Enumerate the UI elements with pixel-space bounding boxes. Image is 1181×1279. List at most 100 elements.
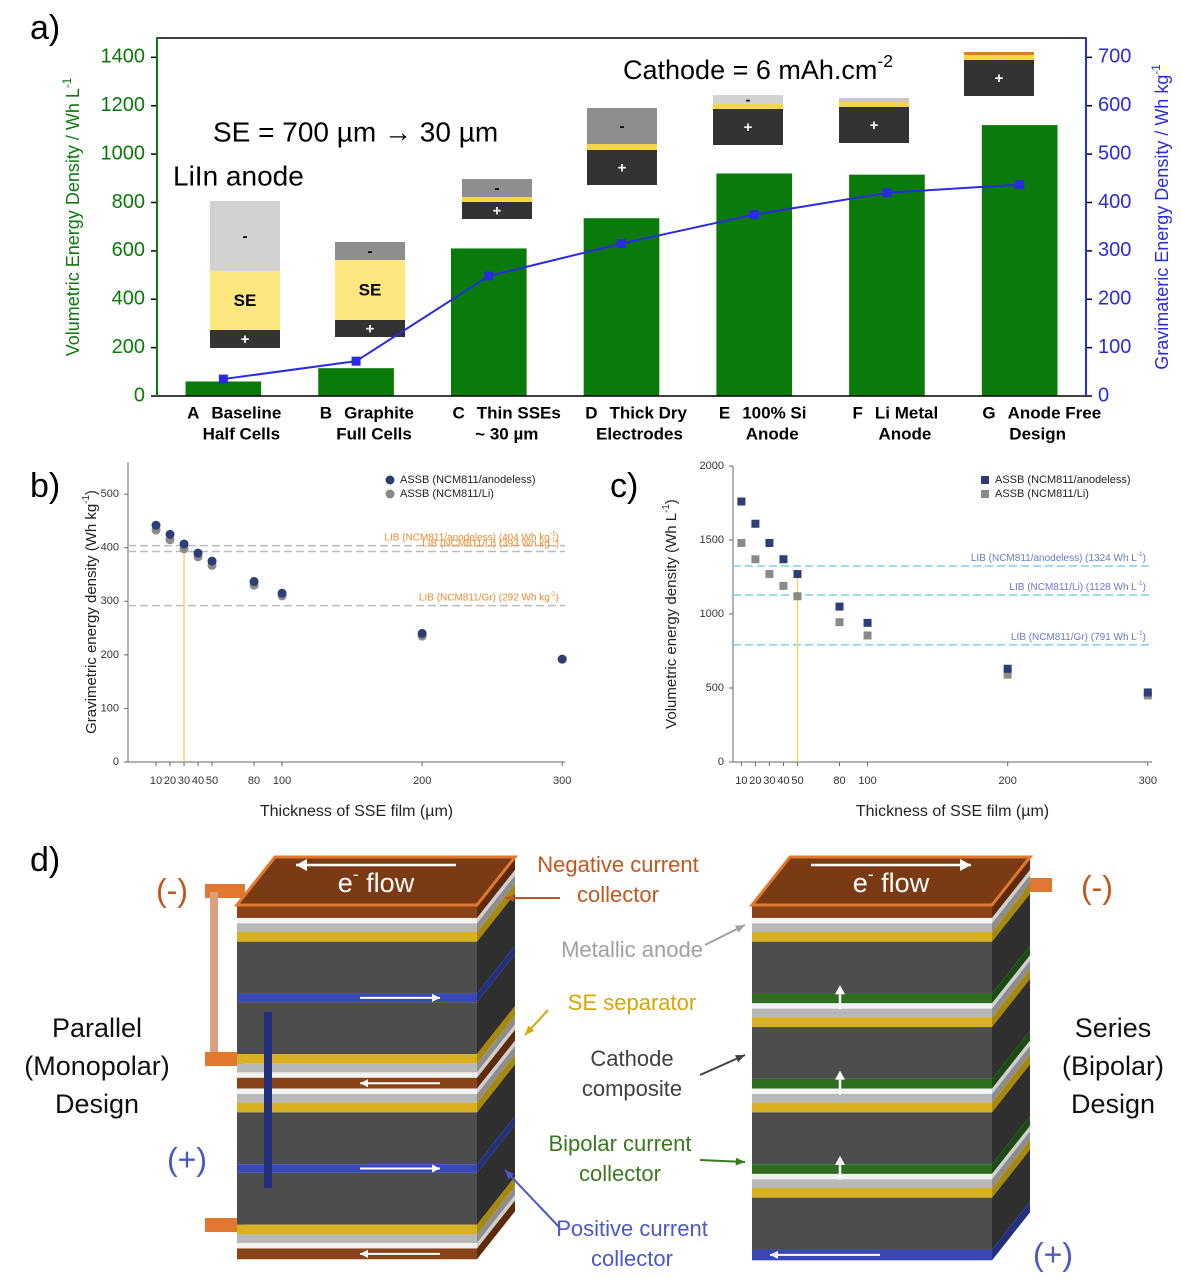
point <box>737 538 746 547</box>
line-marker <box>351 356 361 366</box>
stack-layer-side <box>992 1040 1030 1094</box>
reference-label-part: LIB (NCM811/anodeless) (1324 Wh L <box>971 553 1137 564</box>
y2-tick-label: 700 <box>1098 46 1131 68</box>
stack-layer-side <box>992 1030 1030 1089</box>
callout-arrow <box>504 1169 561 1229</box>
cell-layer <box>462 202 532 219</box>
stack-layer <box>752 1094 992 1103</box>
stack-layer <box>752 1003 992 1009</box>
callout-arrow-head <box>525 1025 535 1035</box>
bar <box>849 174 925 396</box>
reference-label: LIB (NCM811/Gr) (791 Wh L-1) <box>1011 630 1146 642</box>
stack-layer-side <box>992 884 1030 942</box>
flow-arrow-head <box>360 1249 368 1258</box>
y-tick-label: 0 <box>718 756 724 768</box>
point <box>277 588 287 598</box>
x-tick-label: 30 <box>763 775 775 787</box>
line-marker <box>882 188 892 198</box>
x-tick-label: 100 <box>858 775 876 787</box>
stack-layer-side <box>477 1029 515 1089</box>
category-label: Graphite <box>344 403 414 422</box>
legend-label: ASSB (NCM811/anodeless) <box>400 474 536 486</box>
cell-layer <box>964 60 1034 96</box>
cell-layer-label: + <box>618 159 627 176</box>
flow-arrow-head <box>770 1250 778 1259</box>
stack-layer <box>237 1072 477 1078</box>
stack-layer-side <box>992 960 1030 1018</box>
category-label: Anode <box>878 424 931 443</box>
reference-label-part: ) <box>1143 553 1146 564</box>
category-label: Anode <box>746 424 799 443</box>
stack-layer <box>237 1234 477 1244</box>
x-tick-label: 20 <box>749 775 761 787</box>
stack-layer-side <box>992 857 1030 918</box>
cell-layer-label: SE <box>359 280 382 299</box>
stack-layer <box>237 923 477 932</box>
reference-label-part: -1 <box>550 591 556 598</box>
y2-axis-label-part: -1 <box>1150 64 1163 74</box>
line-marker <box>617 239 626 249</box>
y-axis-label-part: Volumetric energy density (Wh L <box>663 513 680 729</box>
line-marker <box>749 210 759 220</box>
reference-label: LIB (NCM811/Li) (393 Wh kg-1) <box>422 537 559 549</box>
y-tick-label: 0 <box>113 756 119 768</box>
category-letter: G <box>982 403 995 422</box>
tab <box>205 1052 245 1066</box>
stack-layer <box>752 1078 992 1089</box>
y2-axis-label: Gravimateric Energy Density / Wh kg-1 <box>1150 64 1172 370</box>
category-label: Design <box>1009 424 1066 443</box>
flow-arrow-head <box>432 1164 440 1173</box>
stack-layer-side <box>992 1064 1030 1165</box>
x-tick-label: 50 <box>206 775 218 787</box>
cell-layer <box>335 320 405 337</box>
y-tick-label: 800 <box>112 191 145 213</box>
point <box>779 581 788 590</box>
point <box>835 618 844 627</box>
point <box>249 576 259 586</box>
stack-layer-side <box>477 1046 515 1103</box>
stack-layer-side <box>992 869 1030 924</box>
stack-layer-side <box>477 1195 515 1249</box>
y2-tick-label: 600 <box>1098 94 1131 116</box>
category-label: Half Cells <box>203 424 280 443</box>
flow-arrow-head <box>360 1079 368 1088</box>
stack-layer-side <box>477 1116 515 1173</box>
cell-layer-label: + <box>493 202 502 219</box>
point <box>179 539 189 549</box>
point <box>193 548 203 558</box>
point <box>863 631 872 640</box>
point <box>1003 670 1012 679</box>
callout-label: composite <box>582 1076 682 1101</box>
cell-layer <box>462 197 532 202</box>
callout-label: Positive current <box>556 1216 708 1241</box>
point <box>151 520 161 530</box>
stack-layer-side <box>477 1006 515 1064</box>
e-flow-label-part: e <box>853 868 868 898</box>
category-letter: A <box>187 403 199 422</box>
y-tick-label: 400 <box>112 288 145 310</box>
cell-layer <box>210 201 280 271</box>
y-tick-label: 100 <box>101 702 119 714</box>
category-label: Thick Dry <box>610 403 688 422</box>
x-axis-label-part: Thickness of SSE film (µm) <box>260 803 453 820</box>
flow-arrow-head <box>835 1155 845 1165</box>
callout-label: Metallic anode <box>561 937 703 962</box>
reference-label-part: -1 <box>550 531 556 538</box>
callout-label: Cathode <box>590 1046 673 1071</box>
flow-arrow-head <box>835 985 845 995</box>
category-label: Li Metal <box>875 403 938 422</box>
point <box>1003 664 1012 673</box>
reference-label-part: -1 <box>550 537 556 544</box>
reference-label-part: LIB (NCM811/Li) (393 Wh kg <box>422 538 550 549</box>
stack-layer <box>752 1197 992 1250</box>
e-flow-label-part: flow <box>874 868 930 898</box>
reference-label: LIB (NCM811/Li) (1128 Wh L-1) <box>1009 580 1146 592</box>
y-tick-label: 1000 <box>101 142 146 164</box>
cell-layer-label: - <box>746 91 751 108</box>
e-flow-label-part: flow <box>359 868 415 898</box>
y2-tick-label: 500 <box>1098 142 1131 164</box>
design-label: Series <box>1075 1013 1152 1043</box>
point <box>779 555 788 564</box>
stack-layer <box>237 1112 477 1165</box>
